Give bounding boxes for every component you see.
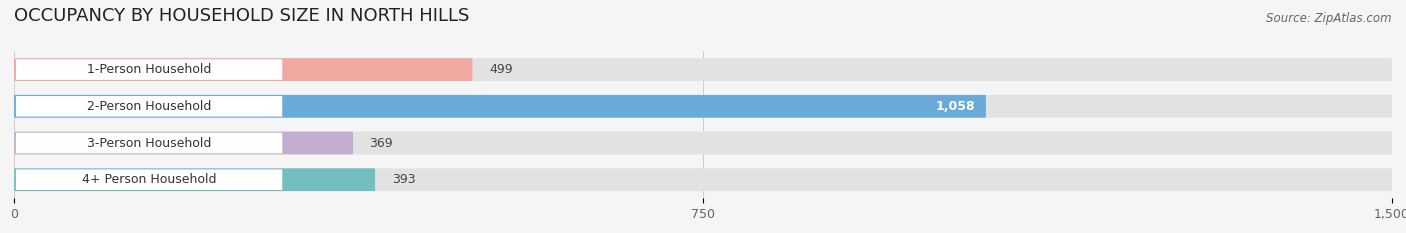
Text: 2-Person Household: 2-Person Household [87, 100, 211, 113]
FancyBboxPatch shape [15, 133, 283, 153]
FancyBboxPatch shape [15, 169, 283, 190]
FancyBboxPatch shape [14, 132, 353, 154]
FancyBboxPatch shape [14, 58, 1392, 81]
Text: OCCUPANCY BY HOUSEHOLD SIZE IN NORTH HILLS: OCCUPANCY BY HOUSEHOLD SIZE IN NORTH HIL… [14, 7, 470, 25]
Text: Source: ZipAtlas.com: Source: ZipAtlas.com [1267, 12, 1392, 25]
Text: 3-Person Household: 3-Person Household [87, 137, 211, 150]
Text: 369: 369 [370, 137, 394, 150]
Text: 1-Person Household: 1-Person Household [87, 63, 211, 76]
FancyBboxPatch shape [14, 168, 375, 191]
FancyBboxPatch shape [14, 95, 1392, 118]
Text: 4+ Person Household: 4+ Person Household [82, 173, 217, 186]
FancyBboxPatch shape [14, 132, 1392, 154]
Text: 393: 393 [392, 173, 415, 186]
FancyBboxPatch shape [14, 168, 1392, 191]
Text: 499: 499 [489, 63, 513, 76]
FancyBboxPatch shape [14, 95, 986, 118]
FancyBboxPatch shape [15, 59, 283, 80]
Text: 1,058: 1,058 [935, 100, 974, 113]
FancyBboxPatch shape [15, 96, 283, 116]
FancyBboxPatch shape [14, 58, 472, 81]
